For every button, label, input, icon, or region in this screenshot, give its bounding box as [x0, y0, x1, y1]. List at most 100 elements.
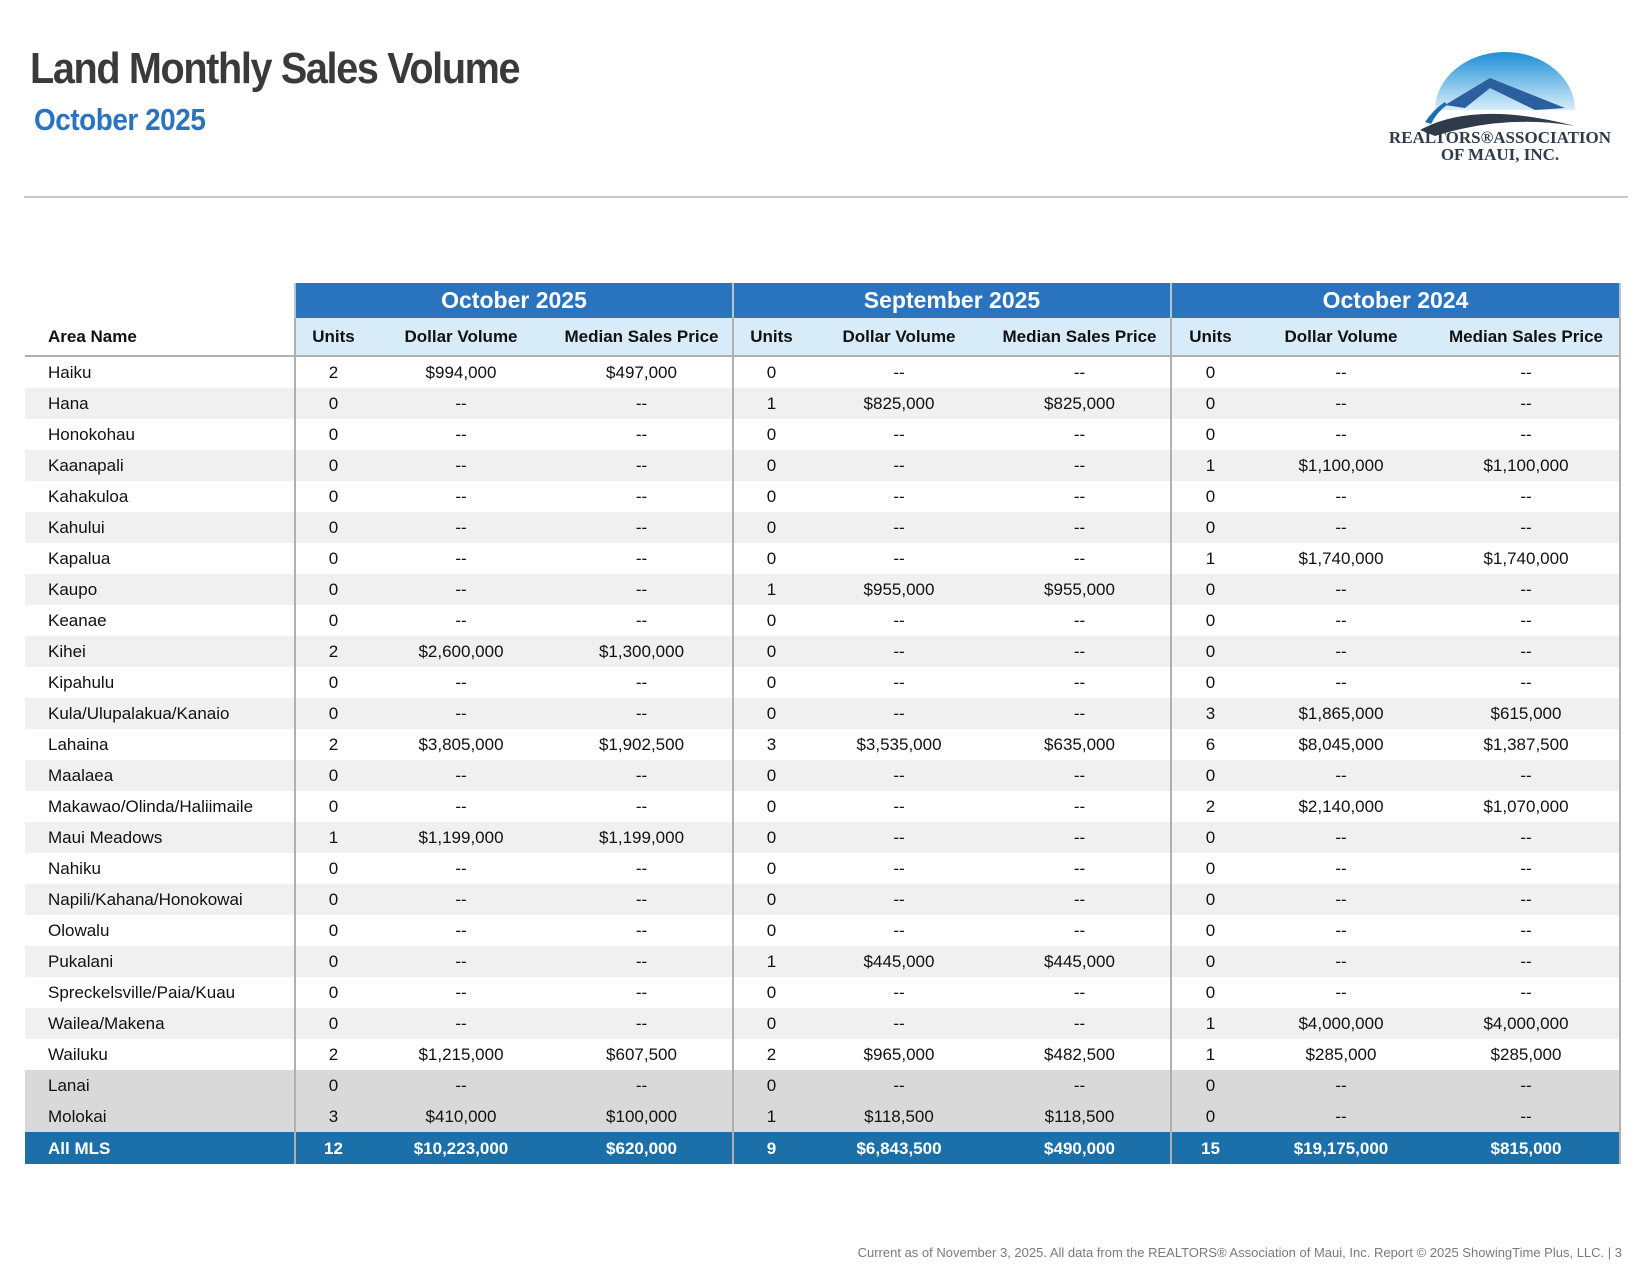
- cell: --: [989, 605, 1172, 636]
- cell: 0: [732, 791, 809, 822]
- cell: 3: [732, 729, 809, 760]
- table-row: Wailuku 2 $1,215,000 $607,500 2 $965,000 $482,…: [25, 1039, 1621, 1070]
- cell: --: [989, 884, 1172, 915]
- logo-text: REALTORS®ASSOCIATION: [1389, 128, 1612, 147]
- area-name: Lanai: [25, 1070, 295, 1101]
- cell: --: [551, 1070, 734, 1101]
- cell: --: [551, 512, 734, 543]
- cell: --: [371, 574, 551, 605]
- cell: $410,000: [371, 1101, 551, 1133]
- group-header: October 2025: [294, 283, 734, 318]
- cell: $965,000: [863, 1044, 935, 1064]
- cell: --: [551, 481, 734, 512]
- column-header: Median Sales Price: [551, 318, 734, 357]
- table-row: Kihei 2 $2,600,000 $1,300,000 0 -- -- 0 -- --: [25, 636, 1621, 667]
- cell: --: [1335, 362, 1347, 382]
- cell: --: [1335, 920, 1347, 940]
- cell: 1: [294, 822, 371, 853]
- cell: 0: [1170, 977, 1249, 1008]
- cell: --: [809, 450, 989, 481]
- cell: --: [1249, 1101, 1433, 1133]
- cell: $3,535,000: [856, 734, 942, 754]
- area-name: Kahakuloa: [48, 486, 129, 506]
- cell: --: [893, 610, 905, 630]
- cell: --: [1335, 486, 1347, 506]
- cell: --: [1335, 858, 1347, 878]
- cell: --: [551, 419, 734, 450]
- cell: 0: [294, 667, 371, 698]
- table-row: Napili/Kahana/Honokowai 0 -- -- 0 -- -- 0 -- --: [25, 884, 1621, 915]
- cell: --: [989, 1008, 1172, 1039]
- cell: --: [371, 698, 551, 729]
- group-header: October 2024: [1170, 283, 1621, 318]
- cell: 0: [732, 822, 809, 853]
- cell: 0: [294, 853, 371, 884]
- cell: --: [893, 982, 905, 1002]
- cell: 0: [732, 636, 809, 667]
- cell: --: [809, 1070, 989, 1101]
- cell: 0: [732, 1008, 809, 1039]
- cell: $825,000: [989, 388, 1172, 419]
- cell: --: [1433, 915, 1621, 946]
- cell: 1: [1170, 543, 1249, 574]
- cell: 0: [294, 574, 371, 605]
- cell: --: [551, 388, 734, 419]
- cell: $1,199,000: [551, 822, 734, 853]
- cell: $1,740,000: [1433, 543, 1621, 574]
- cell: $825,000: [809, 388, 989, 419]
- table-row: Maalaea 0 -- -- 0 -- -- 0 -- --: [25, 760, 1621, 791]
- cell: 0: [1170, 884, 1249, 915]
- cell: 0: [1170, 1070, 1249, 1101]
- cell: $2,600,000: [371, 636, 551, 667]
- cell: 0: [732, 853, 809, 884]
- area-name: Nahiku: [48, 858, 101, 878]
- cell: 0: [732, 977, 809, 1008]
- cell: --: [1433, 605, 1621, 636]
- cell: 0: [294, 388, 371, 419]
- cell: --: [893, 920, 905, 940]
- cell: --: [455, 920, 467, 940]
- cell: --: [809, 1008, 989, 1039]
- cell: $118,500: [809, 1101, 989, 1133]
- cell: 2: [1170, 791, 1249, 822]
- cell: --: [989, 419, 1172, 450]
- cell: $1,199,000: [371, 822, 551, 853]
- cell: --: [371, 1070, 551, 1101]
- cell: $10,223,000: [371, 1132, 551, 1164]
- cell: 0: [294, 977, 371, 1008]
- cell: $445,000: [809, 946, 989, 977]
- cell: --: [989, 853, 1172, 884]
- cell: 0: [294, 1008, 371, 1039]
- cell: 0: [732, 1070, 809, 1101]
- cell: 0: [294, 760, 371, 791]
- cell: $118,500: [989, 1101, 1172, 1133]
- cell: --: [1335, 424, 1347, 444]
- cell: 0: [1170, 915, 1249, 946]
- cell: 0: [732, 481, 809, 512]
- cell: --: [371, 760, 551, 791]
- cell: --: [455, 858, 467, 878]
- table-row: Nahiku 0 -- -- 0 -- -- 0 -- --: [25, 853, 1621, 884]
- island-row: Lanai 0 -- -- 0 -- -- 0 -- --: [25, 1070, 1621, 1101]
- group-header-row: October 2025 September 2025 October 2024: [25, 283, 1621, 318]
- cell: $994,000: [425, 362, 497, 382]
- area-name: All MLS: [25, 1132, 295, 1164]
- table-row: Keanae 0 -- -- 0 -- -- 0 -- --: [25, 605, 1621, 636]
- cell: --: [893, 672, 905, 692]
- cell: --: [1433, 636, 1621, 667]
- cell: 2: [294, 356, 371, 388]
- cell: 0: [1170, 481, 1249, 512]
- cell: --: [1433, 512, 1621, 543]
- cell: --: [893, 548, 905, 568]
- table-row: Maui Meadows 1 $1,199,000 $1,199,000 0 -- -- 0-…: [25, 822, 1621, 853]
- area-name: Pukalani: [25, 946, 295, 977]
- cell: --: [989, 698, 1172, 729]
- cell: --: [551, 884, 734, 915]
- cell: --: [989, 822, 1172, 853]
- cell: 0: [294, 481, 371, 512]
- cell: --: [371, 388, 551, 419]
- table-row: Kipahulu 0 -- -- 0 -- -- 0 -- --: [25, 667, 1621, 698]
- cell: 0: [732, 605, 809, 636]
- column-header: Median Sales Price: [1433, 318, 1621, 357]
- cell: --: [455, 796, 467, 816]
